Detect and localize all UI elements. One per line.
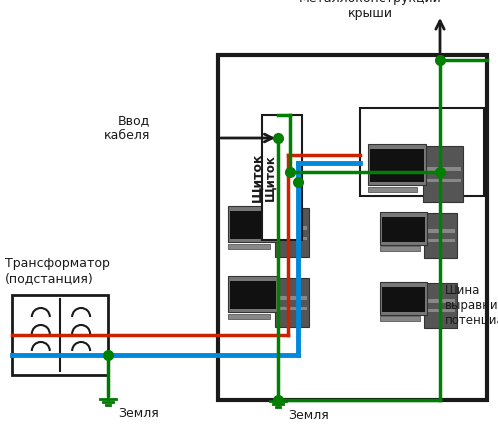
Bar bbox=[277, 307, 307, 310]
Text: Ввод
кабеля: Ввод кабеля bbox=[104, 114, 150, 142]
Bar bbox=[218, 55, 487, 400]
Bar bbox=[228, 276, 277, 312]
Bar bbox=[425, 167, 461, 171]
Bar bbox=[426, 239, 455, 242]
Text: Шина
выравнивания
потенциалов: Шина выравнивания потенциалов bbox=[445, 284, 498, 326]
Bar bbox=[228, 244, 270, 249]
Bar bbox=[275, 278, 309, 327]
Bar bbox=[424, 283, 457, 328]
Bar bbox=[230, 211, 275, 239]
Text: Земля: Земля bbox=[288, 409, 329, 422]
Bar bbox=[277, 226, 307, 230]
Bar bbox=[380, 316, 420, 321]
Bar bbox=[426, 299, 455, 303]
Bar bbox=[360, 108, 484, 196]
Bar bbox=[424, 213, 457, 258]
Text: Трансформатор
(подстанция): Трансформатор (подстанция) bbox=[5, 257, 110, 285]
Bar bbox=[380, 211, 427, 245]
Bar bbox=[277, 296, 307, 300]
Bar bbox=[380, 246, 420, 251]
Bar bbox=[228, 206, 277, 242]
Text: Щиток: Щиток bbox=[263, 154, 276, 201]
Bar bbox=[426, 230, 455, 233]
Bar bbox=[370, 149, 424, 182]
Bar bbox=[228, 314, 270, 319]
Text: Металлоконструкции
крыши: Металлоконструкции крыши bbox=[299, 0, 441, 20]
Bar bbox=[277, 237, 307, 240]
Bar bbox=[12, 295, 108, 375]
Bar bbox=[380, 282, 427, 315]
Bar bbox=[423, 146, 463, 202]
Bar bbox=[230, 281, 275, 309]
Text: Земля: Земля bbox=[118, 407, 159, 420]
Bar bbox=[382, 217, 425, 242]
Bar bbox=[368, 144, 426, 185]
Bar bbox=[368, 187, 417, 192]
Bar bbox=[426, 309, 455, 312]
Text: Щиток: Щиток bbox=[250, 152, 263, 202]
Bar bbox=[382, 287, 425, 312]
Bar bbox=[275, 208, 309, 257]
Bar bbox=[262, 115, 302, 240]
Bar bbox=[425, 179, 461, 182]
